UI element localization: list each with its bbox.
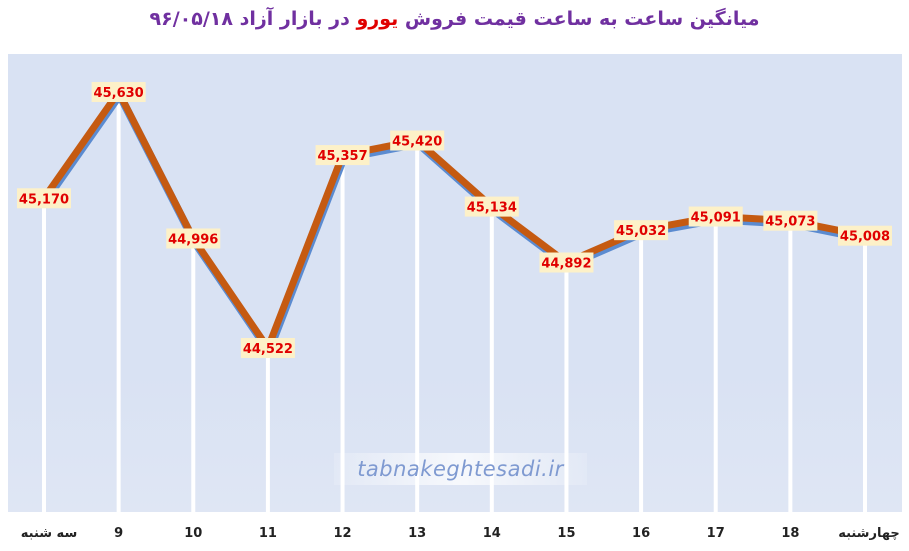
- x-tick-label: 15: [557, 526, 575, 541]
- data-label: 45,032: [614, 220, 669, 241]
- data-label: 45,630: [91, 82, 146, 102]
- x-tick-label: 16: [632, 526, 650, 541]
- data-label: 45,134: [464, 196, 519, 217]
- x-axis-ticks: سه شنبه 9 10 11 12 13 14 15 16 17 18 چهارشنبه: [21, 526, 900, 541]
- watermark: tabnakeghtesadi.ir: [334, 453, 587, 485]
- chart-title: میانگین ساعت به ساعت قیمت فروش یورو در ب…: [0, 4, 909, 34]
- data-label-box: [91, 82, 146, 102]
- data-label: 45,008: [838, 225, 892, 246]
- series-shadow: [41, 91, 867, 355]
- data-label: 44,522: [240, 338, 295, 358]
- data-label-text: 45,630: [94, 86, 144, 101]
- x-tick-label: 9: [114, 526, 123, 541]
- x-tick-label: 17: [707, 526, 725, 541]
- x-tick-label: سه شنبه: [21, 526, 77, 541]
- x-tick-label: چهارشنبه: [838, 526, 900, 541]
- chart-title-highlight: یورو: [356, 8, 399, 30]
- data-label-box: [838, 225, 892, 246]
- data-label: 45,420: [390, 130, 445, 151]
- x-tick-label: 12: [333, 526, 351, 541]
- data-label-text: 45,420: [392, 135, 442, 150]
- data-label-box: [464, 196, 519, 217]
- data-label-text: 45,073: [765, 215, 815, 230]
- x-tick-label: 13: [408, 526, 426, 541]
- drop-lines: [42, 92, 867, 512]
- x-tick-label: 14: [483, 526, 501, 541]
- data-label: 45,073: [763, 210, 818, 231]
- data-label-text: 45,357: [317, 149, 367, 164]
- data-label: 44,996: [166, 228, 221, 249]
- chart-title-part1: میانگین ساعت به ساعت قیمت فروش: [398, 8, 760, 30]
- data-label: 44,892: [539, 252, 594, 273]
- data-labels: 45,170 45,630 44,996 44,522 45,357 45,420 45,1…: [17, 82, 892, 358]
- data-label: 45,170: [17, 188, 71, 209]
- data-label-text: 45,032: [616, 224, 666, 239]
- data-label-box: [315, 145, 370, 166]
- data-label-box: [390, 130, 445, 151]
- data-label-text: 45,008: [840, 230, 890, 245]
- data-label-box: [166, 228, 221, 249]
- data-label-text: 44,892: [541, 257, 591, 272]
- data-label-box: [614, 220, 669, 241]
- data-label-text: 45,170: [19, 192, 69, 207]
- chart-title-part2: در بازار آزاد ۹۶/۰۵/۱۸: [149, 8, 357, 30]
- data-label-box: [539, 252, 594, 273]
- data-label-box: [688, 206, 743, 227]
- x-tick-label: 18: [781, 526, 799, 541]
- data-label-text: 44,522: [243, 342, 293, 357]
- x-tick-label: 11: [259, 526, 277, 541]
- data-label: 45,091: [688, 206, 743, 227]
- data-label-box: [17, 188, 71, 209]
- x-tick-label: 10: [184, 526, 202, 541]
- data-label-box: [240, 338, 295, 358]
- data-label-text: 45,134: [467, 201, 517, 216]
- data-label-text: 45,091: [691, 211, 741, 226]
- data-label-box: [763, 210, 818, 231]
- data-label: 45,357: [315, 145, 370, 166]
- data-label-text: 44,996: [168, 232, 218, 247]
- plot-area: [8, 54, 902, 512]
